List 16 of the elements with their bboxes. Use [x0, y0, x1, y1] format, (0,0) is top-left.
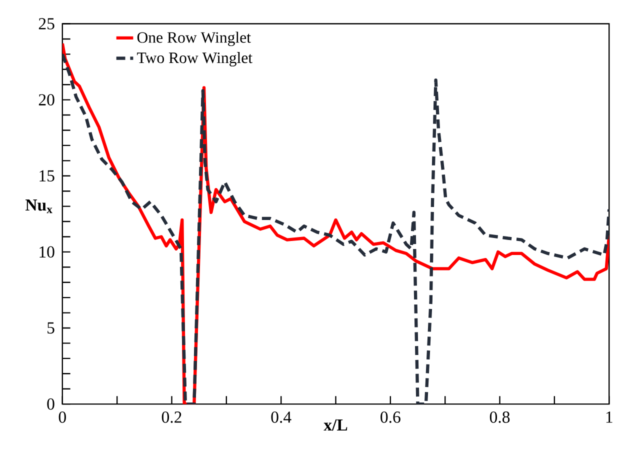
- x-tick-label: 0.6: [380, 412, 400, 424]
- y-tick-label: 25: [38, 18, 54, 30]
- y-axis-title: Nu$_{x}$: [25, 200, 52, 214]
- x-axis-title: x/L: [324, 420, 348, 431]
- legend-label: One Row Winglet: [137, 32, 251, 46]
- y-tick-label: 5: [48, 322, 54, 334]
- y-tick-label: 10: [40, 246, 54, 258]
- y-tick-label: 20: [38, 94, 54, 106]
- y-tick-label: 15: [40, 170, 54, 182]
- x-tick-label: 0.2: [162, 412, 182, 424]
- x-tick-label: 1: [606, 412, 612, 423]
- x-tick-label: 0.8: [490, 412, 510, 424]
- y-tick-label: 0: [47, 398, 54, 410]
- x-tick-label: 0: [58, 412, 66, 424]
- legend-label: Two Row Winglet: [137, 52, 252, 67]
- x-tick-label: 0.4: [271, 412, 292, 424]
